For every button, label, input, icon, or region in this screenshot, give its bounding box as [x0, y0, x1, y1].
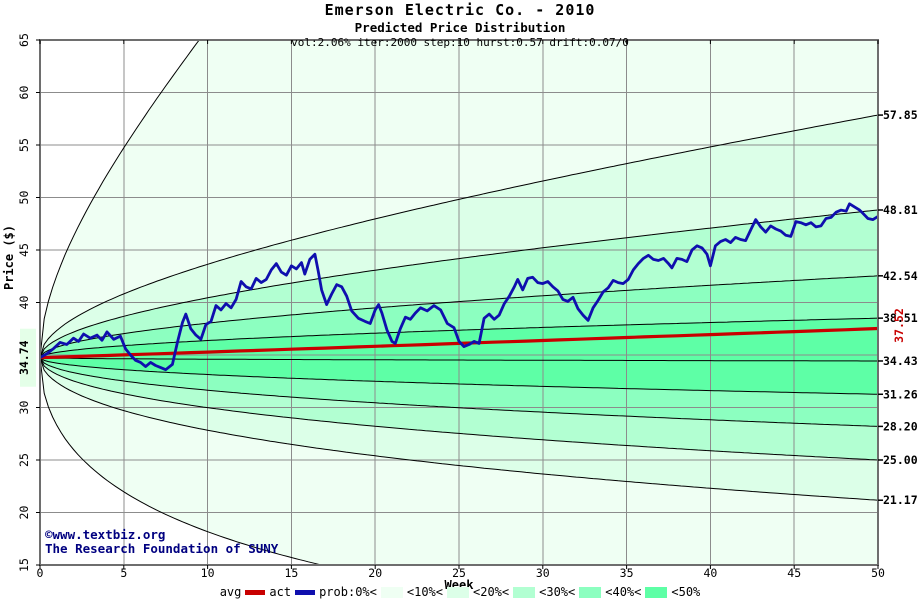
x-tick-label: 40 [703, 566, 717, 580]
band-swatch-40 [579, 586, 602, 598]
y-tick-label: 20 [17, 506, 31, 520]
avg-line-swatch [245, 589, 266, 595]
quantile-curves [40, 40, 878, 565]
x-tick-label: 30 [536, 566, 550, 580]
x-tick-label: 50 [871, 566, 885, 580]
legend-band-label-40: <40%< [605, 585, 642, 599]
quantile-curve [40, 317, 878, 359]
y-axis-title: Price ($) [2, 225, 16, 290]
chart-title: Emerson Electric Co. - 2010 [324, 1, 596, 19]
quantile-curve [40, 357, 878, 362]
y-tick-label: 15 [17, 558, 31, 572]
start-price-label: 34.74 [17, 340, 31, 375]
y-tick-label: 45 [17, 243, 31, 257]
quantile-curve [40, 209, 878, 358]
x-tick-label: 15 [284, 566, 298, 580]
x-tick-label: 35 [620, 566, 634, 580]
band-swatch-10 [380, 586, 403, 598]
y-tick-label: 65 [17, 33, 31, 47]
x-tick-label: 20 [368, 566, 382, 580]
band-swatch-30 [513, 586, 536, 598]
legend-band-label-30: <30%< [539, 585, 576, 599]
quantile-end-label: 34.43 [883, 354, 918, 368]
chart-header: Emerson Electric Co. - 2010 Predicted Pr… [0, 1, 920, 49]
legend-act-label: act [269, 585, 292, 599]
watermark: ©www.textbiz.org The Research Foundation… [45, 528, 278, 556]
band-1 [40, 357, 878, 501]
watermark-org: The Research Foundation of SUNY [45, 541, 279, 556]
quantile-curve [40, 40, 200, 358]
legend-avg-label: avg [219, 585, 242, 599]
quantile-end-label: 25.00 [883, 453, 918, 467]
chart-subtitle: Predicted Price Distribution [354, 20, 566, 35]
x-tick-label: 45 [787, 566, 801, 580]
band-swatch-20 [447, 586, 469, 598]
quantile-curve [40, 357, 878, 427]
quantile-curve [40, 357, 878, 461]
x-tick-label: 10 [201, 566, 215, 580]
quantile-end-label: 38.51 [883, 311, 918, 325]
simulation-params: vol:2.06% iter:2000 step:10 hurst:0.57 d… [291, 36, 629, 49]
y-tick-label: 40 [17, 296, 31, 310]
legend-prob-label: prob:0%< [319, 585, 377, 599]
y-tick-label: 25 [17, 453, 31, 467]
avg-end-label: 37.52 [892, 308, 906, 343]
y-tick-label: 30 [17, 401, 31, 415]
x-tick-label: 25 [452, 566, 466, 580]
act-line-swatch [295, 589, 316, 595]
watermark-url: ©www.textbiz.org [45, 527, 166, 542]
chart-legend: avg act prob:0%< <10%< <20%< <30%< <40%<… [0, 585, 920, 599]
quantile-curve [40, 114, 878, 358]
quantile-end-label: 28.20 [883, 419, 918, 433]
quantile-end-label: 57.85 [883, 108, 918, 122]
quantile-end-label: 21.17 [883, 493, 918, 507]
quantile-end-label: 48.81 [883, 203, 918, 217]
band-0 [40, 357, 878, 565]
band-swatch-50 [645, 586, 668, 598]
quantile-curve [40, 275, 878, 359]
quantile-curve [40, 357, 878, 395]
actual-price-line [40, 202, 878, 372]
y-tick-label: 60 [17, 86, 31, 100]
legend-band-label-10: <10%< [406, 585, 443, 599]
x-tick-label: 0 [37, 566, 44, 580]
legend-band-label-50: <50% [671, 585, 701, 599]
y-tick-label: 55 [17, 138, 31, 152]
quantile-end-label: 42.54 [883, 269, 918, 283]
legend-band-label-20: <20%< [473, 585, 510, 599]
quantile-curve [40, 357, 324, 565]
start-price-highlight [20, 328, 36, 387]
quantile-curve [40, 357, 878, 501]
y-tick-label: 50 [17, 191, 31, 205]
axis-ticks [36, 39, 883, 569]
quantile-end-label: 31.26 [883, 387, 918, 401]
x-tick-label: 5 [120, 566, 127, 580]
gridlines [40, 40, 878, 565]
